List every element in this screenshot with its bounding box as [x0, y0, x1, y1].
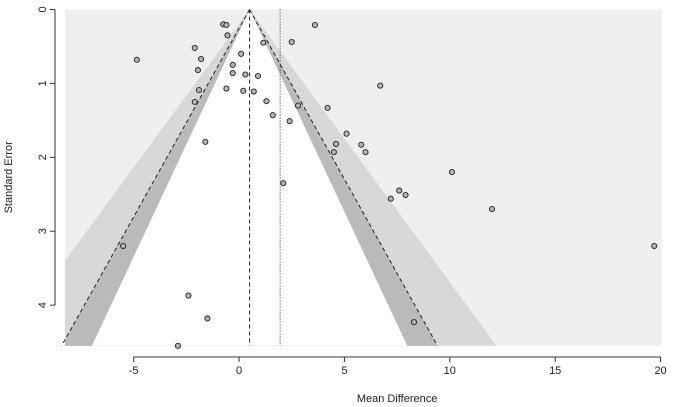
data-point: [396, 187, 403, 194]
data-point: [343, 130, 350, 137]
data-point: [651, 242, 658, 250]
data-point: [229, 70, 236, 77]
data-point: [269, 112, 276, 119]
data-point: [358, 141, 365, 148]
x-tick-label: 5: [341, 365, 347, 377]
data-point: [311, 21, 318, 29]
data-point: [229, 61, 236, 68]
data-point: [410, 319, 418, 326]
x-tick-label: 0: [236, 365, 242, 377]
y-tick-label: 3: [37, 228, 49, 234]
data-points-layer: [120, 21, 658, 349]
data-point: [448, 169, 455, 176]
data-point: [250, 88, 257, 95]
data-point: [488, 206, 496, 213]
data-point: [204, 315, 211, 322]
x-tick-label: 10: [444, 365, 456, 377]
y-tick-label: 2: [37, 154, 49, 160]
data-point: [223, 21, 230, 29]
data-point: [332, 140, 340, 148]
data-point: [402, 191, 409, 199]
data-point: [254, 72, 262, 80]
data-point: [295, 102, 302, 109]
data-point: [191, 98, 198, 105]
data-point: [280, 180, 287, 187]
x-tick-label: 20: [654, 365, 666, 377]
data-point: [202, 138, 209, 145]
data-point: [286, 118, 293, 125]
reference-lines-layer: [61, 9, 438, 347]
data-point: [198, 55, 205, 63]
data-point: [330, 149, 337, 156]
data-point: [223, 85, 230, 92]
data-point: [263, 98, 270, 105]
data-point: [288, 38, 295, 46]
y-tick-label: 0: [37, 6, 49, 12]
data-point: [324, 104, 331, 111]
data-point: [240, 87, 247, 94]
data-point: [174, 342, 181, 349]
x-tick-label: 15: [549, 365, 561, 377]
data-point: [377, 82, 384, 89]
y-axis-title: Standard Error: [3, 141, 15, 213]
x-tick-label: -5: [129, 365, 139, 377]
funnel-limit-left-line: [61, 9, 251, 347]
y-tick-label: 1: [37, 80, 49, 86]
data-point: [224, 32, 231, 39]
axes-layer: -5 0 5 10 15 20 0 1 2 3 4: [37, 6, 667, 377]
data-point: [195, 87, 203, 94]
data-point: [194, 67, 201, 74]
data-point: [191, 44, 198, 51]
data-point: [133, 56, 140, 63]
data-point: [387, 195, 394, 202]
data-point: [260, 39, 267, 46]
data-point: [185, 292, 192, 299]
data-point: [362, 149, 369, 156]
y-tick-label: 4: [37, 302, 49, 308]
x-axis-title: Mean Difference: [357, 393, 438, 405]
data-point: [238, 50, 245, 57]
data-point: [242, 71, 249, 78]
data-point: [120, 242, 127, 250]
funnel-limit-right-line: [249, 9, 438, 347]
